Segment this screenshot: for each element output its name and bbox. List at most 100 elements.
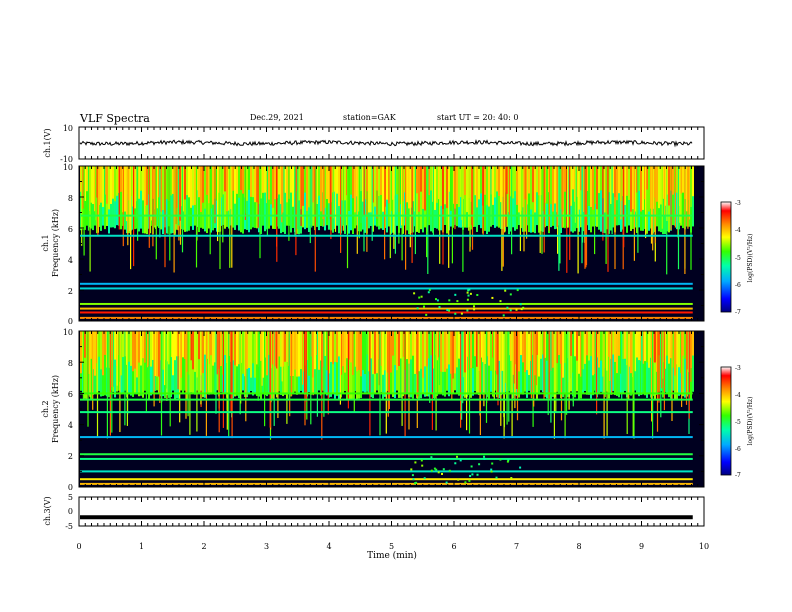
sferic-streak xyxy=(662,331,664,379)
sferic-streak xyxy=(185,331,187,419)
spectrogram-patch xyxy=(456,455,458,458)
sferic-streak xyxy=(195,166,198,268)
sferic-streak xyxy=(118,166,120,230)
sferic-streak xyxy=(688,331,690,419)
spectrogram-column xyxy=(270,166,272,205)
sferic-streak xyxy=(556,166,558,228)
spectrogram-column xyxy=(536,331,538,355)
spectrogram-column xyxy=(438,166,440,200)
ch2-freq-tick-0: 0 xyxy=(68,483,73,492)
sferic-streak xyxy=(179,331,181,423)
sferic-streak xyxy=(208,331,210,391)
spectrogram-column xyxy=(370,331,372,398)
spectrogram-column xyxy=(402,166,404,202)
sferic-streak xyxy=(664,166,666,216)
sferic-streak xyxy=(85,331,88,399)
spectrogram-column xyxy=(636,166,638,193)
spectrogram-column xyxy=(484,166,486,231)
ch1-ytick-top: 10 xyxy=(63,124,73,133)
spectrogram-column xyxy=(138,331,140,397)
spectrogram-column xyxy=(86,166,88,192)
spectrogram-column xyxy=(238,166,240,198)
spectrogram-column xyxy=(96,166,98,234)
time-tick-label: 10 xyxy=(699,542,709,551)
spectrogram-column xyxy=(370,166,372,213)
spectrogram-column xyxy=(484,331,486,364)
spectrogram-column xyxy=(428,331,430,359)
spectrogram-column xyxy=(176,331,178,399)
spectrogram-column xyxy=(500,166,502,203)
ch1-spectrogram-panel: 10 8 6 4 2 0 ch.1 Frequency (kHz) xyxy=(41,163,705,326)
spectrogram-column xyxy=(420,166,422,192)
spectrogram-patch xyxy=(522,306,525,309)
spectrogram-column xyxy=(256,166,258,203)
ch3-x-ticks xyxy=(78,497,705,526)
spectrogram-patch xyxy=(423,305,425,308)
spectrogram-column xyxy=(672,331,674,368)
spectrogram-band xyxy=(80,457,693,460)
sferic-streak xyxy=(688,166,691,220)
sferic-streak xyxy=(404,331,406,438)
spectrogram-column xyxy=(600,166,602,191)
sferic-streak xyxy=(159,331,161,403)
spectrogram-column xyxy=(636,331,638,358)
spectrogram-column xyxy=(440,166,442,206)
spectrogram-patch xyxy=(446,308,449,311)
spectrogram-band xyxy=(80,470,693,473)
ch1-freq-tick-6: 6 xyxy=(68,225,73,234)
spectrogram-patch xyxy=(510,477,513,480)
sferic-streak xyxy=(535,331,537,386)
ch1-colorbar-tick-m6: -6 xyxy=(735,282,741,289)
spectrogram-column xyxy=(670,331,672,399)
spectrogram-column xyxy=(278,331,280,357)
spectrogram-patch xyxy=(454,293,457,296)
spectrogram-column xyxy=(368,331,370,372)
spectrogram-column xyxy=(612,166,614,228)
spectrogram-patch xyxy=(499,300,502,303)
sferic-streak xyxy=(222,331,224,428)
time-tick-label: 8 xyxy=(576,542,581,551)
spectrogram-column xyxy=(598,166,600,230)
spectrogram-patch xyxy=(504,289,507,292)
sferic-streak xyxy=(164,331,166,386)
spectrogram-column xyxy=(362,331,364,371)
spectrogram-column xyxy=(254,166,256,203)
ch1-colorbar-label: log(PSD)(V²/Hz) xyxy=(747,234,754,283)
spectrogram-column xyxy=(210,331,212,395)
sferic-streak xyxy=(650,166,653,244)
sferic-streak xyxy=(547,331,549,416)
sferic-streak xyxy=(144,166,146,215)
sferic-streak xyxy=(87,166,90,231)
spectrogram-column xyxy=(674,331,676,376)
sferic-streak xyxy=(435,331,437,431)
spectrogram-column xyxy=(228,166,230,211)
spectrogram-column xyxy=(128,331,130,362)
spectrogram-column xyxy=(626,166,628,196)
spectrogram-column xyxy=(570,331,572,392)
station-label: station=GAK xyxy=(343,113,396,122)
spectrogram-column xyxy=(308,166,310,208)
spectrogram-column xyxy=(356,331,358,372)
spectrogram-column xyxy=(560,166,562,210)
spectrogram-column xyxy=(332,331,334,365)
sferic-streak xyxy=(165,331,167,389)
time-tick-label: 5 xyxy=(389,542,394,551)
spectrogram-column xyxy=(234,166,236,204)
sferic-streak xyxy=(426,166,428,258)
spectrogram-patch xyxy=(423,477,426,480)
spectrogram-column xyxy=(618,166,620,194)
spectrogram-patch xyxy=(436,299,439,302)
spectrogram-column xyxy=(236,166,238,226)
spectrogram-patch xyxy=(435,468,438,471)
spectrogram-patch xyxy=(515,308,518,311)
spectrogram-column xyxy=(610,331,612,359)
spectrogram-patch xyxy=(466,309,469,312)
spectrogram-column xyxy=(562,166,564,212)
spectrogram-column xyxy=(272,331,274,399)
sferic-streak xyxy=(566,331,568,415)
sferic-streak xyxy=(452,331,454,379)
spectrogram-column xyxy=(536,331,538,399)
spectrogram-column xyxy=(262,166,264,226)
spectrogram-column xyxy=(100,166,102,203)
spectrogram-column xyxy=(128,166,130,201)
